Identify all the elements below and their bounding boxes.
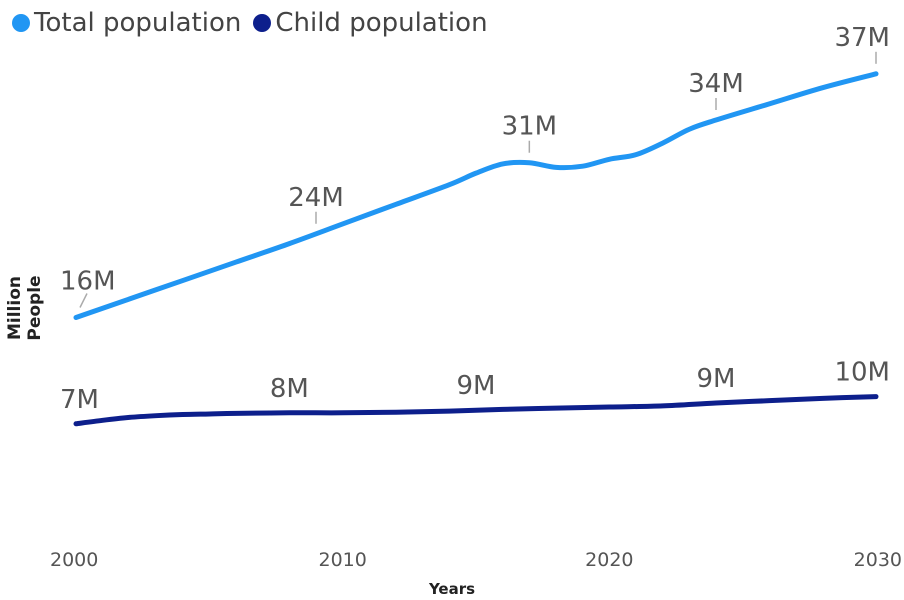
x-tick-label: 2010 bbox=[318, 549, 366, 571]
total-population-line bbox=[76, 74, 876, 318]
data-label: 8M bbox=[270, 374, 309, 404]
legend-swatch-total bbox=[12, 14, 30, 32]
legend-label-total: Total population bbox=[34, 8, 241, 38]
legend: Total population Child population bbox=[12, 6, 500, 40]
x-tick-label: 2000 bbox=[50, 549, 98, 571]
x-tick-label: 2020 bbox=[585, 549, 633, 571]
legend-label-child: Child population bbox=[275, 8, 487, 38]
legend-item-child[interactable]: Child population bbox=[253, 8, 487, 38]
data-label: 9M bbox=[457, 371, 496, 401]
x-axis-title: Years bbox=[0, 580, 904, 598]
data-label: 37M bbox=[834, 23, 890, 53]
data-label: 16M bbox=[60, 267, 116, 297]
data-label: 9M bbox=[697, 364, 736, 394]
data-label: 31M bbox=[502, 112, 558, 142]
data-label: 10M bbox=[834, 358, 890, 388]
legend-item-total[interactable]: Total population bbox=[12, 8, 241, 38]
data-label: 24M bbox=[288, 183, 344, 213]
data-label: 34M bbox=[688, 69, 744, 99]
legend-swatch-child bbox=[253, 14, 271, 32]
data-label: 7M bbox=[60, 385, 99, 415]
x-tick-label: 2030 bbox=[854, 549, 902, 571]
y-axis-title: Million People bbox=[5, 243, 45, 373]
